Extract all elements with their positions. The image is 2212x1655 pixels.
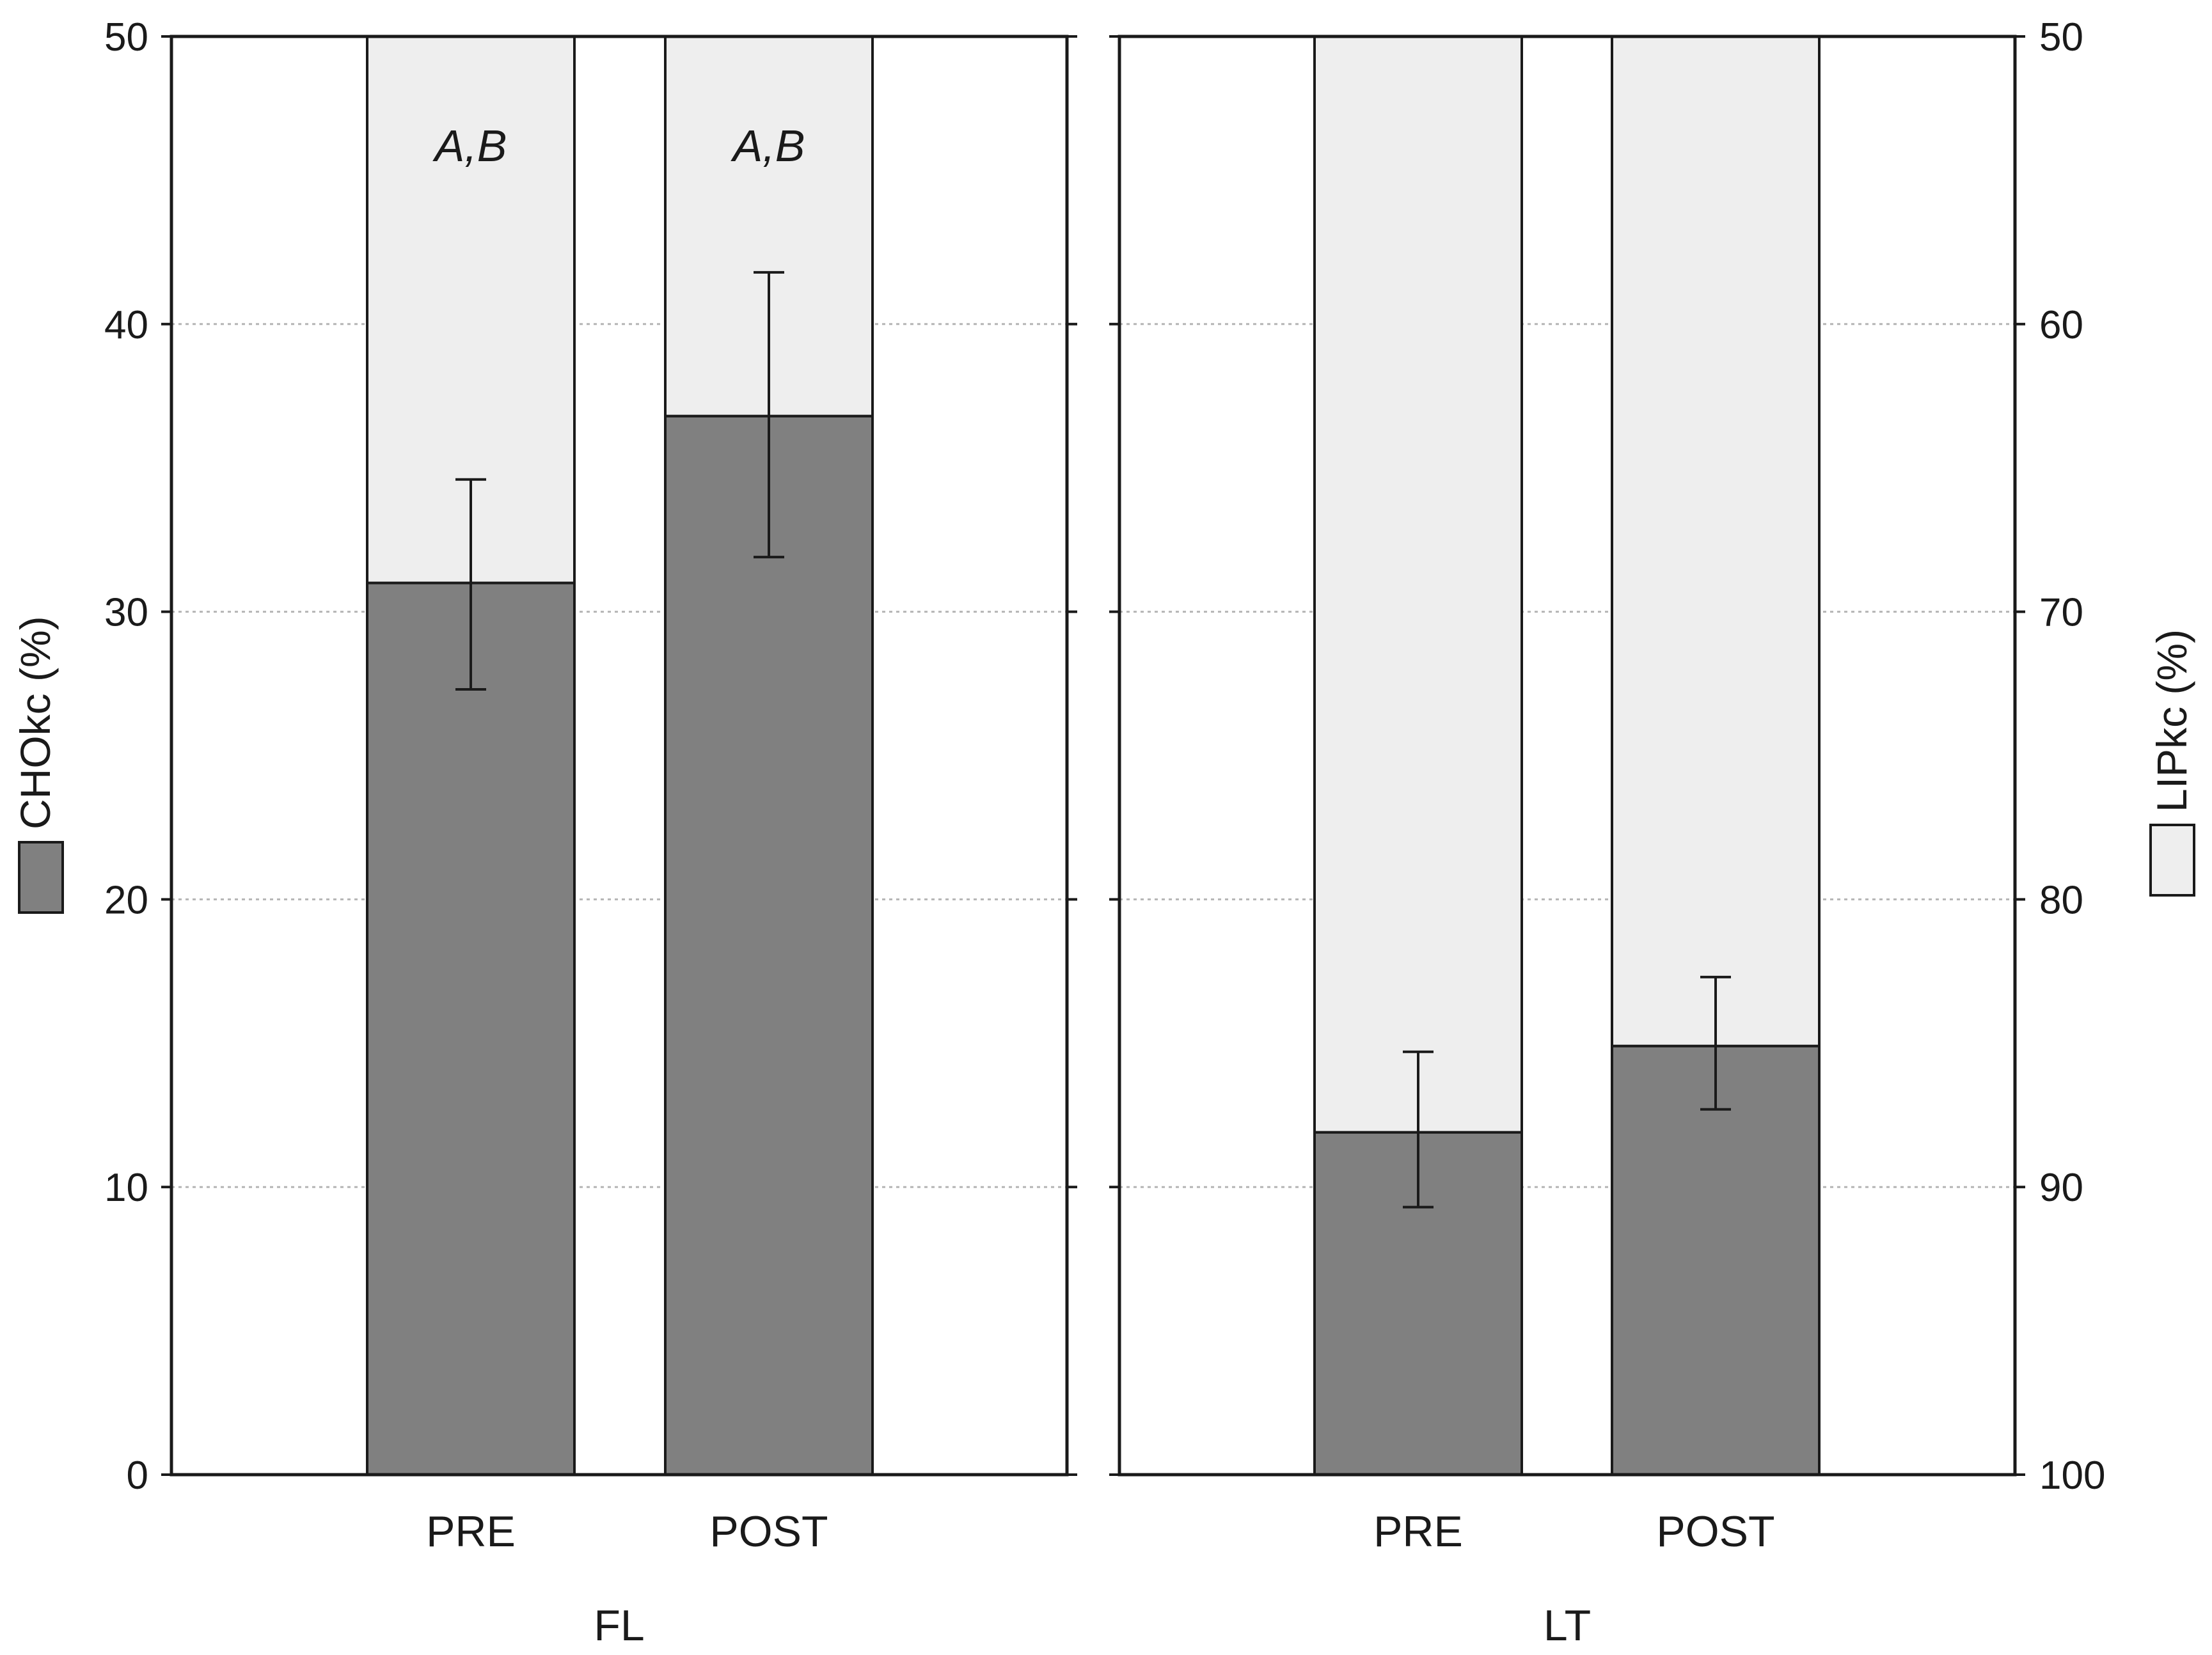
left-tick-label: 30 [104, 591, 148, 635]
gridlines [171, 323, 2015, 1188]
panel-frame-fl [170, 35, 1069, 1477]
left-tick-label: 20 [104, 878, 148, 922]
bar-lipkc-lt-pre [1313, 35, 1523, 1134]
significance-annotation: A,B [731, 121, 805, 171]
bar-lipkc-lt-post [1611, 35, 1821, 1047]
category-label-pre: PRE [426, 1507, 516, 1556]
category-label-post: POST [709, 1507, 828, 1556]
axis-ticks: 0 10 20 30 40 50 50 60 70 80 90 100 [104, 15, 2105, 1498]
right-tick-label: 100 [2039, 1454, 2105, 1498]
significance-annotation: A,B [432, 121, 507, 171]
bars [366, 35, 1821, 1477]
category-label-post: POST [1656, 1507, 1774, 1556]
right-tick-label: 90 [2039, 1166, 2083, 1210]
category-label-pre: PRE [1373, 1507, 1463, 1556]
right-tick-label: 70 [2039, 591, 2083, 635]
right-tick-label: 80 [2039, 878, 2083, 922]
bar-chokc-fl-post [664, 414, 874, 1477]
right-tick-label: 50 [2039, 15, 2083, 59]
left-tick-label: 40 [104, 303, 148, 347]
bar-chokc-fl-pre [366, 581, 576, 1476]
left-axis-label: CHOkc (%) [12, 616, 59, 829]
chokc-legend-swatch [18, 841, 64, 914]
right-axis-title: LIPkc (%) [2148, 629, 2195, 897]
group-label-lt: LT [1544, 1601, 1591, 1650]
category-labels: A,B PRE A,B POST FL PRE POST LT [426, 121, 1774, 1650]
bar-chokc-lt-post [1611, 1044, 1821, 1476]
left-tick-label: 0 [127, 1454, 148, 1498]
lipkc-legend-swatch [2149, 824, 2195, 897]
error-bars [455, 271, 1731, 1209]
group-label-fl: FL [594, 1601, 644, 1650]
left-axis-title: CHOkc (%) [12, 616, 64, 914]
left-tick-label: 10 [104, 1166, 148, 1210]
right-axis-label: LIPkc (%) [2148, 629, 2195, 812]
panel-frames [170, 35, 2017, 1477]
right-tick-label: 60 [2039, 303, 2083, 347]
left-tick-label: 50 [104, 15, 148, 59]
panel-frame-lt [1118, 35, 2017, 1477]
